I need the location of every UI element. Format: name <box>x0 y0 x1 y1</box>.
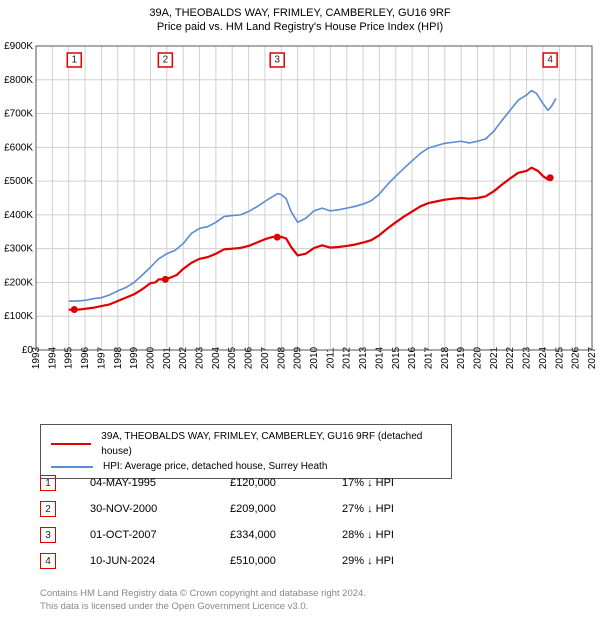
row-date: 01-OCT-2007 <box>90 529 230 541</box>
title-line-2: Price paid vs. HM Land Registry's House … <box>157 21 443 33</box>
svg-text:4: 4 <box>547 55 553 66</box>
row-price: £334,000 <box>230 529 342 541</box>
footer-attribution: Contains HM Land Registry data © Crown c… <box>40 588 366 614</box>
row-marker: 3 <box>40 527 56 543</box>
svg-text:£300K: £300K <box>4 244 33 255</box>
table-row: 2 30-NOV-2000£209,00027% ↓ HPI <box>40 496 462 522</box>
row-date: 30-NOV-2000 <box>90 503 230 515</box>
row-price: £209,000 <box>230 503 342 515</box>
legend-swatch <box>51 466 93 468</box>
svg-text:£900K: £900K <box>4 41 33 52</box>
title-line-1: 39A, THEOBALDS WAY, FRIMLEY, CAMBERLEY, … <box>149 7 450 19</box>
svg-text:2: 2 <box>163 55 169 66</box>
chart-svg: £0£100K£200K£300K£400K£500K£600K£700K£80… <box>0 40 600 410</box>
footer-line-1: Contains HM Land Registry data © Crown c… <box>40 588 366 599</box>
row-marker: 2 <box>40 501 56 517</box>
table-row: 3 01-OCT-2007£334,00028% ↓ HPI <box>40 522 462 548</box>
svg-text:3: 3 <box>274 55 280 66</box>
svg-text:£800K: £800K <box>4 75 33 86</box>
row-marker: 1 <box>40 475 56 491</box>
legend-row: 39A, THEOBALDS WAY, FRIMLEY, CAMBERLEY, … <box>51 429 441 459</box>
row-marker: 4 <box>40 553 56 569</box>
chart-area: £0£100K£200K£300K£400K£500K£600K£700K£80… <box>0 40 600 410</box>
root: 39A, THEOBALDS WAY, FRIMLEY, CAMBERLEY, … <box>0 0 600 620</box>
svg-text:£100K: £100K <box>4 311 33 322</box>
svg-text:£200K: £200K <box>4 277 33 288</box>
transactions-table: 1 04-MAY-1995£120,00017% ↓ HPI 2 30-NOV-200… <box>40 470 462 574</box>
row-diff: 17% ↓ HPI <box>342 477 462 489</box>
row-diff: 29% ↓ HPI <box>342 555 462 567</box>
svg-text:£400K: £400K <box>4 210 33 221</box>
chart-title: 39A, THEOBALDS WAY, FRIMLEY, CAMBERLEY, … <box>0 0 600 35</box>
svg-text:£700K: £700K <box>4 109 33 120</box>
svg-text:£600K: £600K <box>4 142 33 153</box>
table-row: 4 10-JUN-2024£510,00029% ↓ HPI <box>40 548 462 574</box>
legend-swatch <box>51 443 91 446</box>
svg-text:1: 1 <box>71 55 77 66</box>
table-row: 1 04-MAY-1995£120,00017% ↓ HPI <box>40 470 462 496</box>
row-price: £510,000 <box>230 555 342 567</box>
row-date: 10-JUN-2024 <box>90 555 230 567</box>
row-date: 04-MAY-1995 <box>90 477 230 489</box>
row-diff: 27% ↓ HPI <box>342 503 462 515</box>
legend-label: 39A, THEOBALDS WAY, FRIMLEY, CAMBERLEY, … <box>101 429 441 459</box>
svg-text:£500K: £500K <box>4 176 33 187</box>
row-price: £120,000 <box>230 477 342 489</box>
footer-line-2: This data is licensed under the Open Gov… <box>40 601 308 612</box>
row-diff: 28% ↓ HPI <box>342 529 462 541</box>
